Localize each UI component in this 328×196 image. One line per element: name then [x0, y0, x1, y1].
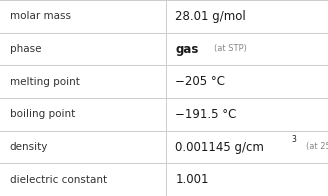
Text: 1.001: 1.001 — [175, 173, 209, 186]
Text: molar mass: molar mass — [10, 11, 71, 21]
Text: boiling point: boiling point — [10, 109, 75, 119]
Text: (at 25 °C): (at 25 °C) — [306, 142, 328, 152]
Text: dielectric constant: dielectric constant — [10, 175, 107, 185]
Text: −191.5 °C: −191.5 °C — [175, 108, 237, 121]
Text: gas: gas — [175, 43, 199, 55]
Text: 0.001145 g/cm: 0.001145 g/cm — [175, 141, 264, 153]
Text: (at STP): (at STP) — [214, 44, 247, 54]
Text: melting point: melting point — [10, 77, 80, 87]
Text: 28.01 g/mol: 28.01 g/mol — [175, 10, 246, 23]
Text: phase: phase — [10, 44, 41, 54]
Text: density: density — [10, 142, 48, 152]
Text: 3: 3 — [292, 135, 297, 144]
Text: −205 °C: −205 °C — [175, 75, 225, 88]
